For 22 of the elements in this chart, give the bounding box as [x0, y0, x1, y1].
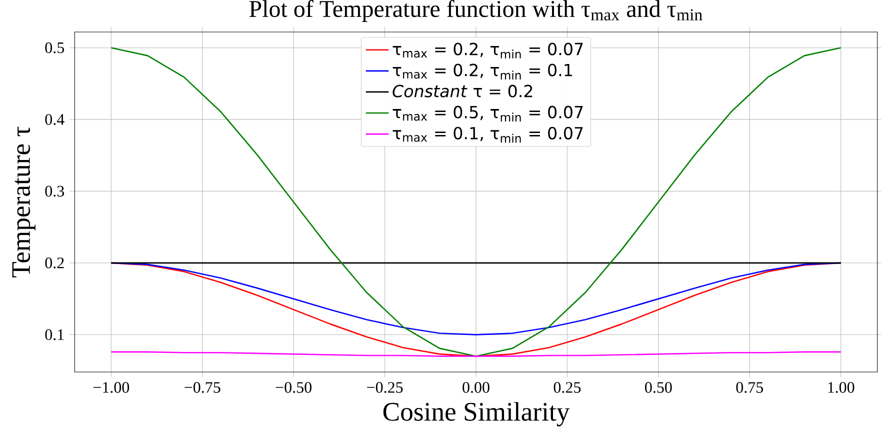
x-tick-label: 0.25: [554, 382, 581, 393]
legend-label: Constant τ = 0.2: [392, 84, 532, 98]
legend-label: τ$_{max}$ = 0.2, τ$_{min}$ = 0.1: [392, 64, 572, 80]
chart-title: Plot of Temperature function with τ$_{max}$ and τ$_{min}$: [249, 0, 702, 22]
y-axis-title: Temperature τ: [12, 126, 36, 278]
legend-label: τ$_{max}$ = 0.1, τ$_{min}$ = 0.07: [392, 126, 583, 143]
y-tick-label: 0.5: [45, 42, 64, 54]
x-tick-label: −0.50: [276, 382, 312, 393]
x-tick-label: 1.00: [828, 382, 854, 393]
x-tick-label: 0.50: [645, 382, 672, 393]
y-tick-label: 0.1: [45, 329, 64, 340]
x-tick-label: −0.25: [367, 382, 403, 393]
x-axis-title: Cosine Similarity: [383, 402, 570, 426]
x-tick-label: 0.75: [736, 382, 764, 393]
legend-label: τ$_{max}$ = 0.2, τ$_{min}$ = 0.07: [392, 42, 583, 58]
x-tick-label: −0.75: [184, 382, 220, 393]
x-tick-label: −1.00: [93, 382, 130, 393]
y-tick-label: 0.3: [45, 186, 64, 197]
x-tick-label: 0.00: [462, 382, 490, 393]
y-tick-label: 0.2: [45, 258, 64, 268]
y-tick-label: 0.4: [45, 114, 64, 125]
legend-label: τ$_{max}$ = 0.5, τ$_{min}$ = 0.07: [392, 106, 583, 122]
